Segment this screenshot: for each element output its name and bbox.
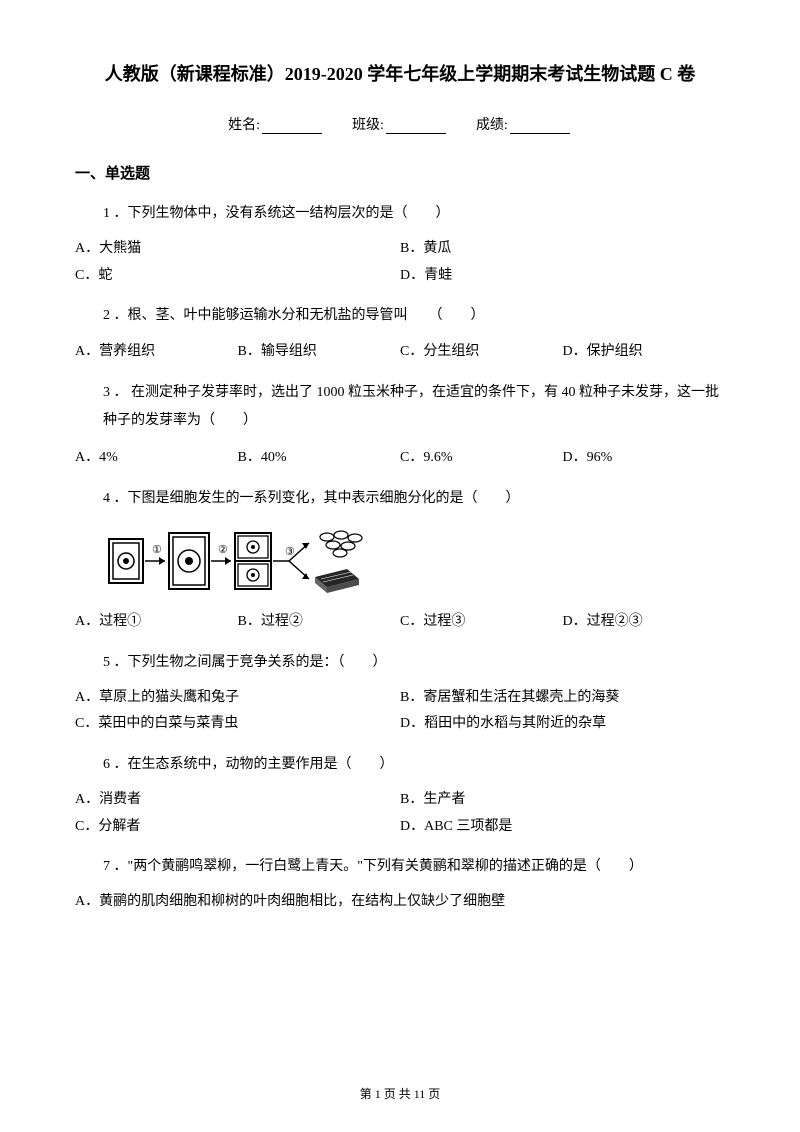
question-5-text: 5 ．下列生物之间属于竞争关系的是：（ ） bbox=[75, 650, 725, 675]
q1-option-c: C．蛇 bbox=[75, 263, 400, 290]
q6-option-a: A．消费者 bbox=[75, 787, 400, 814]
question-7: 7 ．"两个黄鹂鸣翠柳，一行白鹭上青天。"下列有关黄鹂和翠柳的描述正确的是（ ）… bbox=[75, 854, 725, 916]
page-title: 人教版（新课程标准）2019-2020 学年七年级上学期期末考试生物试题 C 卷 bbox=[75, 60, 725, 86]
page-footer: 第 1 页 共 11 页 bbox=[0, 1085, 800, 1102]
q2-option-d: D．保护组织 bbox=[563, 339, 726, 366]
question-4-text: 4 ．下图是细胞发生的一系列变化，其中表示细胞分化的是（ ） bbox=[75, 486, 725, 511]
question-6-text: 6 ．在生态系统中，动物的主要作用是（ ） bbox=[75, 752, 725, 777]
q2-option-b: B．输导组织 bbox=[238, 339, 401, 366]
question-4: 4 ．下图是细胞发生的一系列变化，其中表示细胞分化的是（ ） ① ② bbox=[75, 486, 725, 636]
cell-division-figure: ① ② ③ bbox=[75, 525, 725, 595]
question-6-options: A．消费者 B．生产者 C．分解者 D．ABC 三项都是 bbox=[75, 787, 725, 840]
q3-option-c: C．9.6% bbox=[400, 445, 563, 472]
q6-option-c: C．分解者 bbox=[75, 814, 400, 841]
score-label: 成绩: bbox=[476, 118, 508, 133]
name-blank bbox=[262, 120, 322, 134]
q4-option-a: A．过程① bbox=[75, 609, 238, 636]
q2-option-a: A．营养组织 bbox=[75, 339, 238, 366]
question-1: 1 ．下列生物体中，没有系统这一结构层次的是（ ） A．大熊猫 B．黄瓜 C．蛇… bbox=[75, 201, 725, 289]
q1-option-b: B．黄瓜 bbox=[400, 236, 725, 263]
question-4-options: A．过程① B．过程② C．过程③ D．过程②③ bbox=[75, 609, 725, 636]
q7-option-a: A．黄鹂的肌肉细胞和柳树的叶肉细胞相比，在结构上仅缺少了细胞壁 bbox=[75, 889, 725, 916]
q2-option-c: C．分生组织 bbox=[400, 339, 563, 366]
q6-option-d: D．ABC 三项都是 bbox=[400, 814, 725, 841]
q3-option-b: B．40% bbox=[238, 445, 401, 472]
q4-option-b: B．过程② bbox=[238, 609, 401, 636]
svg-text:①: ① bbox=[152, 544, 162, 556]
name-label: 姓名: bbox=[228, 118, 260, 133]
q1-option-a: A．大熊猫 bbox=[75, 236, 400, 263]
section-1-title: 一、单选题 bbox=[75, 162, 725, 183]
question-6: 6 ．在生态系统中，动物的主要作用是（ ） A．消费者 B．生产者 C．分解者 … bbox=[75, 752, 725, 840]
q4-option-d: D．过程②③ bbox=[563, 609, 726, 636]
question-5-options: A．草原上的猫头鹰和兔子 B．寄居蟹和生活在其螺壳上的海葵 C．菜田中的白菜与菜… bbox=[75, 685, 725, 738]
question-7-text: 7 ．"两个黄鹂鸣翠柳，一行白鹭上青天。"下列有关黄鹂和翠柳的描述正确的是（ ） bbox=[75, 854, 725, 879]
student-info-line: 姓名: 班级: 成绩: bbox=[75, 114, 725, 134]
q1-option-d: D．青蛙 bbox=[400, 263, 725, 290]
q3-option-a: A．4% bbox=[75, 445, 238, 472]
q5-option-a: A．草原上的猫头鹰和兔子 bbox=[75, 685, 400, 712]
q3-option-d: D．96% bbox=[563, 445, 726, 472]
q4-option-c: C．过程③ bbox=[400, 609, 563, 636]
q5-option-c: C．菜田中的白菜与菜青虫 bbox=[75, 711, 400, 738]
class-blank bbox=[386, 120, 446, 134]
q5-option-b: B．寄居蟹和生活在其螺壳上的海葵 bbox=[400, 685, 725, 712]
question-3: 3 ． 在测定种子发芽率时，选出了 1000 粒玉米种子，在适宜的条件下，有 4… bbox=[75, 379, 725, 472]
question-2-options: A．营养组织 B．输导组织 C．分生组织 D．保护组织 bbox=[75, 339, 725, 366]
question-2-text: 2 ．根、茎、叶中能够运输水分和无机盐的导管叫 （ ） bbox=[75, 303, 725, 328]
q5-option-d: D．稻田中的水稻与其附近的杂草 bbox=[400, 711, 725, 738]
question-3-options: A．4% B．40% C．9.6% D．96% bbox=[75, 445, 725, 472]
question-1-options: A．大熊猫 B．黄瓜 C．蛇 D．青蛙 bbox=[75, 236, 725, 289]
question-1-text: 1 ．下列生物体中，没有系统这一结构层次的是（ ） bbox=[75, 201, 725, 226]
svg-text:②: ② bbox=[218, 544, 228, 556]
score-blank bbox=[510, 120, 570, 134]
q6-option-b: B．生产者 bbox=[400, 787, 725, 814]
question-2: 2 ．根、茎、叶中能够运输水分和无机盐的导管叫 （ ） A．营养组织 B．输导组… bbox=[75, 303, 725, 365]
class-label: 班级: bbox=[352, 118, 384, 133]
svg-text:③: ③ bbox=[285, 546, 295, 558]
question-5: 5 ．下列生物之间属于竞争关系的是：（ ） A．草原上的猫头鹰和兔子 B．寄居蟹… bbox=[75, 650, 725, 738]
question-3-text: 3 ． 在测定种子发芽率时，选出了 1000 粒玉米种子，在适宜的条件下，有 4… bbox=[75, 379, 725, 435]
